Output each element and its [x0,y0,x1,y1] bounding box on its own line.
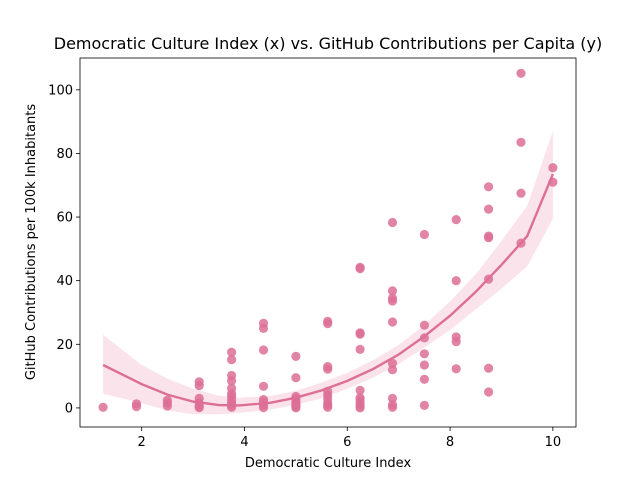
x-tick-label: 6 [343,435,351,450]
data-point [419,374,429,384]
y-tick-label: 40 [56,274,73,289]
data-point [419,349,429,359]
x-tick-label: 2 [138,435,146,450]
data-point [355,262,365,272]
data-point [162,395,172,405]
data-point [387,393,398,403]
data-point [131,399,142,409]
data-point [484,387,494,397]
data-point [419,400,429,410]
data-point [323,316,333,326]
y-tick-label: 60 [56,211,73,226]
x-axis-label: Democratic Culture Index [245,456,412,471]
data-point [355,328,365,338]
y-tick-label: 0 [65,401,73,416]
data-point [227,370,237,381]
data-point [258,318,269,328]
x-tick-label: 8 [446,435,454,450]
data-point [451,332,461,342]
data-point [387,217,398,228]
data-point [484,204,494,214]
y-tick-label: 80 [56,147,73,162]
data-point [98,402,108,412]
x-tick-label: 10 [545,435,562,450]
chart-title: Democratic Culture Index (x) vs. GitHub … [54,34,602,53]
data-point [258,395,269,405]
data-point [387,358,398,368]
data-point [419,360,429,370]
data-point [548,163,558,173]
data-point [484,363,494,373]
data-point [291,351,301,361]
data-point [484,231,494,241]
data-point [419,320,429,330]
data-point [387,400,398,410]
regression-line [102,173,555,407]
data-point [227,383,237,393]
y-tick-label: 20 [56,338,73,353]
data-point [451,215,461,225]
data-point [516,137,526,147]
data-point [451,364,461,374]
data-point [387,293,398,303]
y-axis-label: GitHub Contributions per 100k Inhabitant… [24,104,39,381]
data-point [194,393,204,403]
data-point [323,362,333,372]
data-point [258,345,269,355]
data-point [387,286,398,296]
axes-frame [79,57,577,428]
data-point [355,344,365,354]
data-point [227,355,237,365]
data-point [451,276,461,286]
data-point [355,385,365,395]
data-point [291,373,301,383]
data-point [387,317,398,327]
y-tick-label: 100 [48,83,73,98]
data-point [227,347,237,357]
data-point [387,365,398,375]
x-tick-label: 4 [240,435,248,450]
data-point [419,229,429,240]
data-point [258,381,269,391]
data-point [516,68,526,78]
data-point [516,188,526,198]
data-point [194,377,204,387]
data-point [355,393,365,403]
data-point [484,182,494,192]
